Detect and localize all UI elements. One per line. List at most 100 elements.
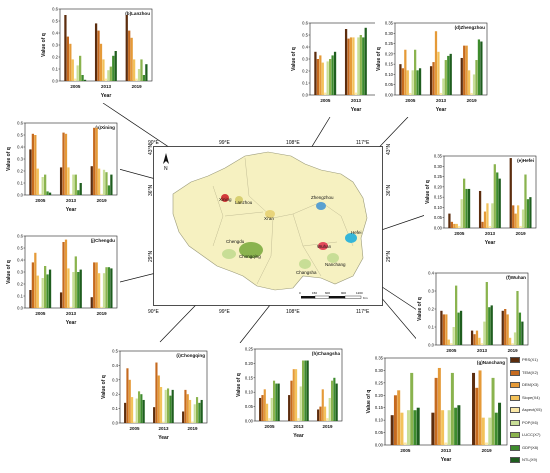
bar — [494, 412, 498, 445]
panel-title: (i)Chongqing — [176, 353, 205, 358]
y-tick-label: 0.3 — [428, 289, 434, 294]
y-tick-label: 0.5 — [17, 246, 23, 251]
x-tick-label: 2013 — [66, 198, 77, 203]
bar — [169, 395, 172, 423]
y-tick-label: 0.25 — [375, 380, 384, 385]
bar — [79, 269, 82, 308]
legend-label: NTL(X9) — [522, 457, 538, 462]
bar — [472, 74, 476, 95]
y-tick-label: 0.15 — [385, 62, 394, 67]
x-axis-label: Year — [158, 435, 169, 441]
lon-label-90-bottom: 90°E — [148, 309, 160, 315]
y-tick-label: 0.05 — [245, 404, 254, 409]
y-tick-label: 0.2 — [17, 282, 23, 287]
bar — [295, 369, 298, 421]
chart-panel: 0.00 0.05 0.10 0.15 0.20 0.25 0.30 0.35 (e)Hefei… — [424, 150, 539, 250]
bar — [485, 442, 489, 445]
y-axis-label: Value of q — [41, 33, 47, 57]
legend-swatch — [510, 457, 520, 463]
bar — [97, 168, 101, 195]
lon-label-90-top: 90°E — [148, 140, 160, 146]
bar — [333, 51, 337, 95]
bar — [432, 62, 435, 95]
city-area-nanchang — [327, 253, 339, 263]
x-tick-label: 2013 — [101, 84, 112, 89]
bar — [352, 37, 355, 95]
legend-swatch — [510, 357, 520, 363]
bar — [288, 395, 291, 421]
bar — [46, 274, 49, 308]
y-axis-label: Value of q — [366, 390, 372, 414]
map-svg: Xining Lanzhou Xi'an Zhengzhou Hefei Wuh… — [153, 139, 383, 306]
bar — [512, 205, 515, 228]
city-label-xian: Xi'an — [264, 216, 274, 221]
bar — [488, 307, 491, 345]
y-tick-label: 0.20 — [385, 51, 394, 56]
bar — [29, 149, 32, 195]
bar — [447, 339, 450, 345]
bar — [72, 174, 75, 195]
bar — [304, 360, 307, 421]
bar — [516, 291, 519, 345]
bar — [133, 421, 136, 423]
bar — [481, 221, 484, 228]
bar — [498, 178, 501, 228]
x-axis-label: Year — [101, 93, 112, 99]
y-tick-label: 0.10 — [385, 72, 394, 77]
x-axis-label: Year — [485, 240, 496, 246]
bar — [93, 262, 96, 308]
bar — [81, 75, 84, 81]
panel-background — [235, 343, 345, 443]
bar — [465, 45, 468, 95]
bar — [519, 225, 522, 228]
legend-swatch — [510, 444, 520, 451]
legend-item: PRS(X1) — [510, 355, 550, 365]
bar — [94, 23, 98, 81]
bar — [270, 397, 273, 421]
bar — [46, 191, 49, 195]
chart-panel: 0.0 0.1 0.2 0.3 0.4 0.5 0.6 (a)Xining Value of q… — [5, 117, 120, 217]
bar — [406, 70, 409, 95]
chart-panel: 0.00 0.05 0.10 0.15 0.20 0.25 (h)Changsha Value… — [235, 343, 345, 443]
bar — [459, 310, 463, 345]
bar — [62, 242, 65, 308]
bar — [66, 36, 70, 81]
bar — [100, 193, 103, 195]
y-tick-label: 0.2 — [302, 69, 308, 74]
bar — [171, 389, 174, 423]
bar — [130, 37, 133, 81]
bar — [329, 59, 332, 95]
bar — [263, 389, 266, 421]
x-tick-label: 2019 — [132, 84, 143, 89]
bar — [44, 174, 47, 195]
bar — [321, 62, 324, 95]
bar — [434, 31, 438, 96]
bar — [411, 70, 414, 95]
bar — [261, 395, 264, 421]
bar — [34, 252, 37, 308]
bar — [447, 55, 450, 95]
bar — [319, 406, 322, 421]
bar — [480, 343, 484, 345]
bar — [160, 387, 163, 423]
bar — [403, 442, 407, 445]
bar — [508, 337, 512, 345]
bar — [455, 285, 458, 345]
x-tick-label: 2013 — [66, 311, 77, 316]
bar — [416, 407, 420, 445]
bar — [76, 65, 79, 81]
bar — [460, 57, 463, 95]
panel-charts: 0.0 0.1 0.2 0.3 0.4 0.5 0.6 (b)Lanzhou Value of … — [5, 3, 539, 467]
bar — [414, 49, 417, 95]
lat-label-36-right: 36°N — [386, 184, 392, 196]
y-tick-label: 0.3 — [17, 270, 23, 275]
bar — [104, 78, 108, 81]
bar — [44, 266, 47, 308]
city-label-zhengzhou: Zhengzhou — [311, 195, 334, 200]
y-axis-label: Value of q — [417, 297, 423, 321]
bar — [90, 166, 93, 195]
bar — [416, 70, 419, 95]
bar — [39, 193, 42, 195]
bar — [481, 417, 485, 445]
bar — [39, 306, 42, 308]
